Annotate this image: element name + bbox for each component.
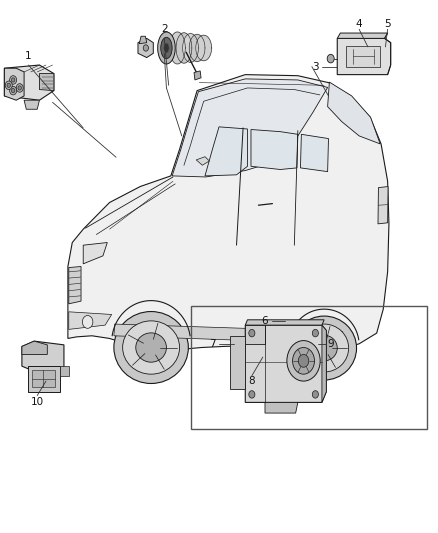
Polygon shape xyxy=(196,157,209,165)
Ellipse shape xyxy=(114,311,188,384)
Polygon shape xyxy=(68,75,389,351)
Circle shape xyxy=(18,86,21,90)
Polygon shape xyxy=(245,325,265,344)
Circle shape xyxy=(10,76,17,84)
Polygon shape xyxy=(114,324,343,344)
Polygon shape xyxy=(300,134,328,172)
Ellipse shape xyxy=(311,335,337,361)
Circle shape xyxy=(249,391,255,398)
Polygon shape xyxy=(251,130,298,169)
Polygon shape xyxy=(322,325,326,402)
Text: 6: 6 xyxy=(261,316,268,326)
Ellipse shape xyxy=(300,324,349,372)
Text: 2: 2 xyxy=(161,25,168,34)
Polygon shape xyxy=(337,33,388,38)
Text: 10: 10 xyxy=(31,398,44,407)
Circle shape xyxy=(16,84,23,92)
Polygon shape xyxy=(205,127,247,176)
Polygon shape xyxy=(172,79,328,177)
Ellipse shape xyxy=(158,32,175,64)
Ellipse shape xyxy=(164,43,169,53)
Polygon shape xyxy=(194,71,201,80)
Polygon shape xyxy=(28,366,60,392)
Polygon shape xyxy=(39,74,54,91)
Polygon shape xyxy=(170,32,185,64)
Polygon shape xyxy=(22,341,47,354)
Circle shape xyxy=(312,329,318,337)
Text: 5: 5 xyxy=(384,19,391,29)
Polygon shape xyxy=(139,36,147,44)
Ellipse shape xyxy=(123,321,180,374)
Text: 3: 3 xyxy=(312,62,319,71)
Circle shape xyxy=(312,391,318,398)
Ellipse shape xyxy=(292,316,357,380)
Polygon shape xyxy=(4,68,24,100)
Polygon shape xyxy=(24,100,39,109)
Circle shape xyxy=(10,86,17,95)
Ellipse shape xyxy=(136,333,166,362)
Circle shape xyxy=(298,354,309,367)
Text: 8: 8 xyxy=(248,376,255,386)
Polygon shape xyxy=(346,46,380,67)
Circle shape xyxy=(11,78,15,82)
Polygon shape xyxy=(196,35,212,61)
Circle shape xyxy=(293,348,314,374)
Polygon shape xyxy=(328,82,380,144)
Polygon shape xyxy=(176,33,192,63)
Text: 9: 9 xyxy=(327,339,334,349)
Polygon shape xyxy=(245,320,324,325)
Polygon shape xyxy=(230,336,245,389)
Polygon shape xyxy=(265,402,298,413)
Polygon shape xyxy=(69,312,112,329)
Polygon shape xyxy=(138,38,153,58)
Polygon shape xyxy=(245,325,326,402)
Polygon shape xyxy=(32,370,55,387)
Circle shape xyxy=(287,341,320,381)
Polygon shape xyxy=(22,341,64,373)
Circle shape xyxy=(11,88,15,93)
Ellipse shape xyxy=(161,37,172,59)
Circle shape xyxy=(7,83,11,87)
Circle shape xyxy=(327,54,334,63)
Polygon shape xyxy=(69,266,81,304)
Bar xyxy=(191,306,427,429)
Circle shape xyxy=(5,81,12,90)
Text: 7: 7 xyxy=(209,339,216,349)
Polygon shape xyxy=(83,243,107,264)
Circle shape xyxy=(143,45,148,51)
Polygon shape xyxy=(183,34,198,62)
Text: 4: 4 xyxy=(356,19,363,29)
Polygon shape xyxy=(337,38,391,75)
Text: 1: 1 xyxy=(25,51,32,61)
Polygon shape xyxy=(4,65,54,100)
Circle shape xyxy=(82,316,93,328)
Polygon shape xyxy=(60,366,69,376)
Polygon shape xyxy=(189,35,205,61)
Circle shape xyxy=(249,329,255,337)
Polygon shape xyxy=(378,187,388,224)
